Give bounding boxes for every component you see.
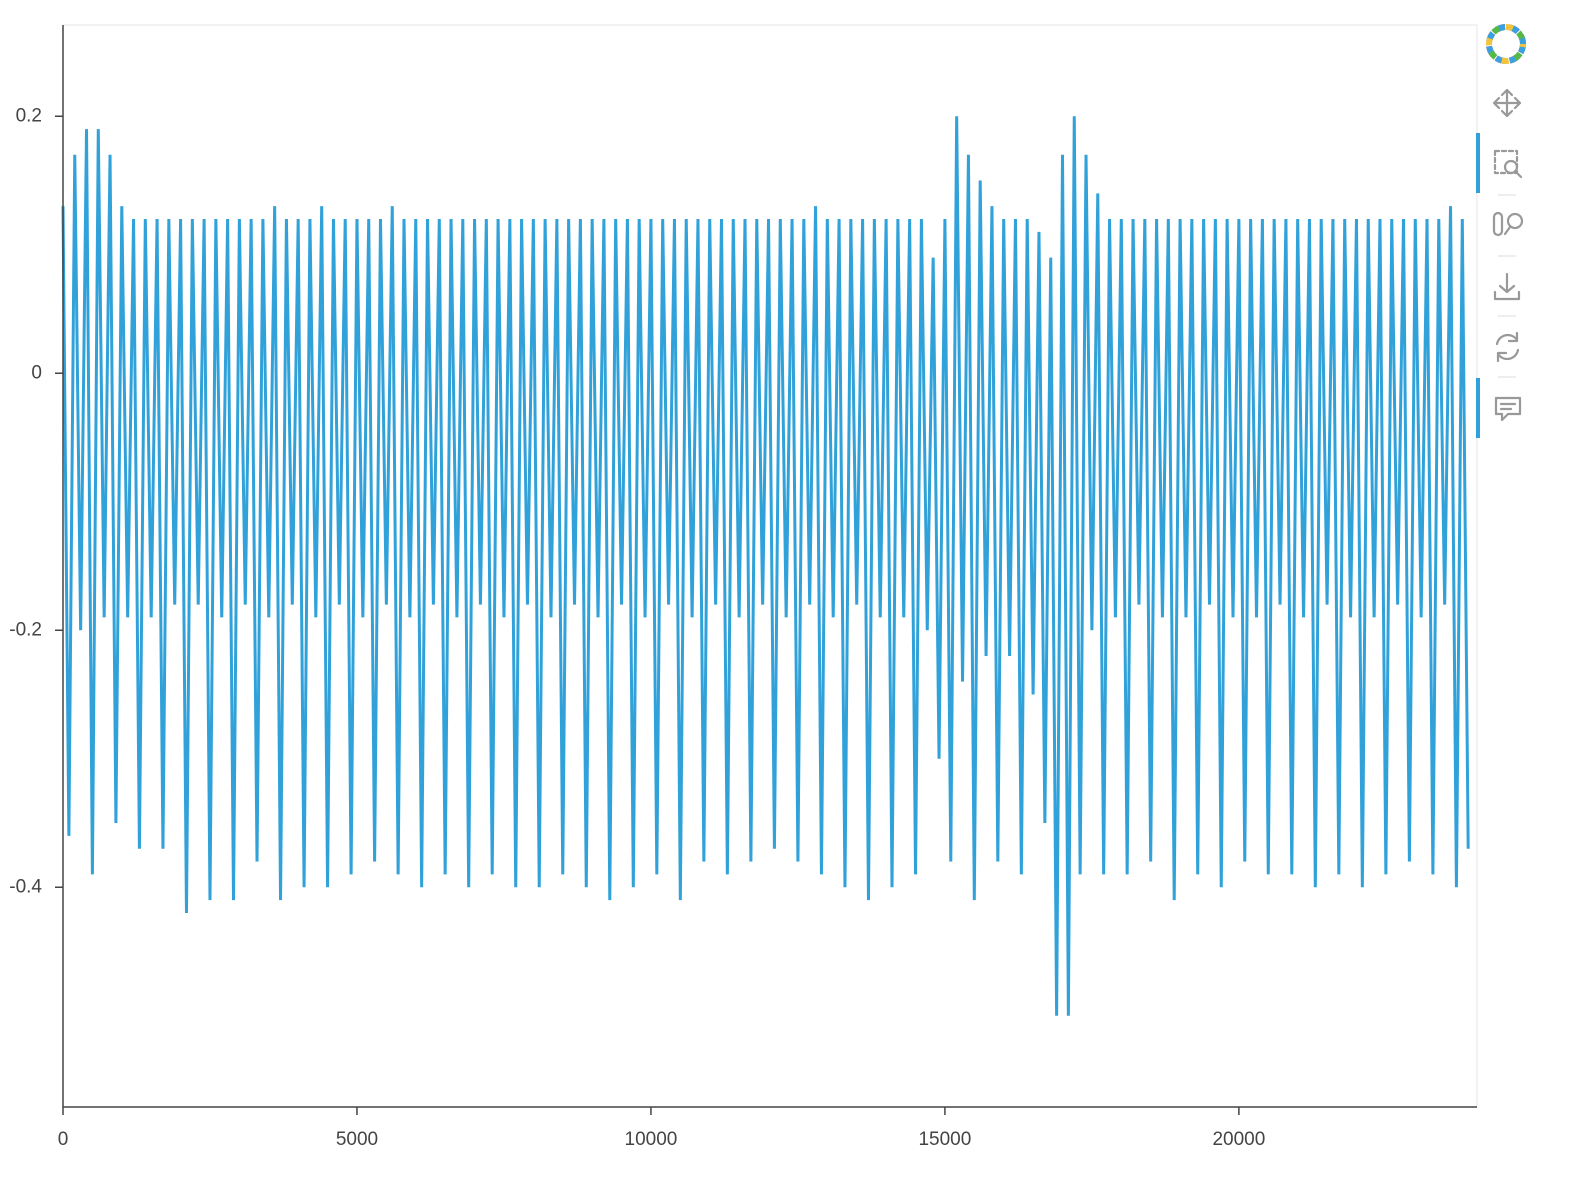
y-tick-label: 0.2 [16, 105, 42, 126]
x-tick-label: 15000 [918, 1129, 971, 1150]
wheel-zoom-tool[interactable] [1492, 211, 1524, 237]
x-tick-label: 0 [58, 1129, 69, 1150]
box-zoom-tool[interactable] [1493, 149, 1523, 179]
active-tool-indicator [1476, 133, 1480, 193]
active-tool-indicator [1476, 378, 1480, 438]
y-tick-label: -0.4 [9, 876, 42, 897]
data-line [61, 116, 1470, 1016]
x-tick-label: 10000 [625, 1129, 678, 1150]
bokeh-logo[interactable] [1486, 24, 1526, 64]
x-tick-label: 20000 [1212, 1129, 1265, 1150]
pan-tool[interactable] [1492, 88, 1522, 118]
hover-tool[interactable] [1494, 396, 1522, 422]
save-tool[interactable] [1493, 272, 1521, 301]
toolbar [1476, 24, 1526, 438]
reset-tool[interactable] [1495, 331, 1520, 363]
y-tick-label: -0.2 [9, 619, 42, 640]
x-tick-label: 5000 [336, 1129, 378, 1150]
y-tick-label: 0 [31, 362, 42, 383]
